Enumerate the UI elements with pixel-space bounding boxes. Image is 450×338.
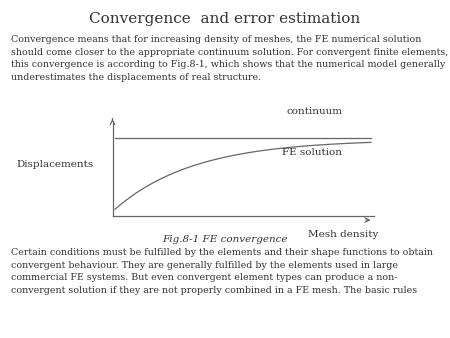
Text: continuum: continuum bbox=[286, 107, 342, 116]
Text: FE solution: FE solution bbox=[282, 148, 342, 157]
Text: Certain conditions must be fulfilled by the elements and their shape functions t: Certain conditions must be fulfilled by … bbox=[11, 248, 433, 295]
Text: Convergence means that for increasing density of meshes, the FE numerical soluti: Convergence means that for increasing de… bbox=[11, 35, 449, 82]
Text: Convergence  and error estimation: Convergence and error estimation bbox=[90, 12, 360, 26]
Text: Mesh density: Mesh density bbox=[308, 230, 379, 239]
Text: Fig.8-1 FE convergence: Fig.8-1 FE convergence bbox=[162, 235, 288, 244]
Text: Displacements: Displacements bbox=[17, 160, 94, 169]
